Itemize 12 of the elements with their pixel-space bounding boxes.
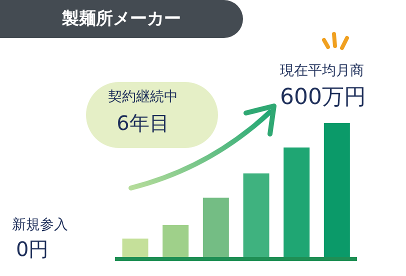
text: 600万円 bbox=[280, 84, 367, 112]
text: 新規参入 bbox=[12, 216, 69, 234]
bar bbox=[202, 198, 229, 259]
annotation: 6年目 bbox=[116, 110, 170, 137]
text: 現在平均月商 bbox=[280, 62, 365, 80]
text: 0円 bbox=[16, 236, 50, 263]
bar bbox=[284, 147, 310, 259]
bar bbox=[243, 173, 270, 259]
bar bbox=[122, 238, 148, 259]
text: 契約継続中 bbox=[107, 88, 179, 106]
bar bbox=[324, 123, 350, 259]
bar bbox=[162, 225, 189, 259]
